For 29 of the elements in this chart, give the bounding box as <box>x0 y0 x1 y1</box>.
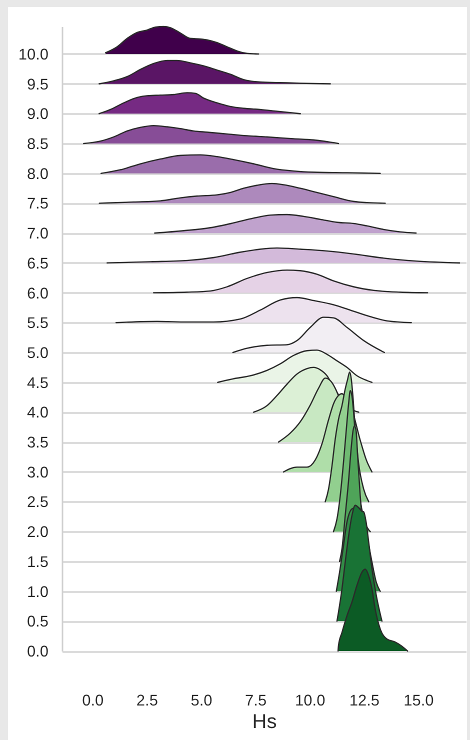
x-tick-label: 7.5 <box>245 692 267 710</box>
y-tick-label: 7.5 <box>26 196 48 213</box>
y-tick-label: 6.5 <box>26 255 48 272</box>
x-tick-label: 0.0 <box>82 692 104 710</box>
x-axis-title: Hs <box>252 711 277 733</box>
x-tick-label: 12.5 <box>349 692 380 710</box>
y-tick-label: 3.0 <box>26 464 49 482</box>
y-tick-label: 0.0 <box>26 644 49 660</box>
y-tick-label: 1.0 <box>26 584 49 601</box>
y-tick-label: 5.0 <box>26 344 49 362</box>
x-tick-label: 2.5 <box>136 692 158 710</box>
y-tick-label: 8.0 <box>26 166 49 183</box>
y-tick-label: 7.0 <box>26 226 49 243</box>
y-tick-label: 10.0 <box>18 46 49 64</box>
y-tick-label: 0.5 <box>26 614 48 631</box>
y-tick-label: 4.5 <box>26 374 48 392</box>
x-tick-label: 15.0 <box>404 692 434 710</box>
x-tick-label: 10.0 <box>295 692 326 710</box>
y-tick-label: 2.5 <box>26 494 48 512</box>
y-tick-label: 9.0 <box>26 106 49 124</box>
y-tick-label: 5.5 <box>26 315 48 332</box>
x-tick-label: 5.0 <box>190 692 213 710</box>
y-tick-label: 9.5 <box>26 76 48 94</box>
y-tick-label: 1.5 <box>26 554 48 571</box>
y-tick-label: 8.5 <box>26 136 48 154</box>
y-tick-label: 2.0 <box>26 524 49 542</box>
y-tick-label: 4.0 <box>26 404 49 422</box>
y-tick-label: 6.0 <box>26 285 49 302</box>
y-tick-label: 3.5 <box>26 434 48 452</box>
